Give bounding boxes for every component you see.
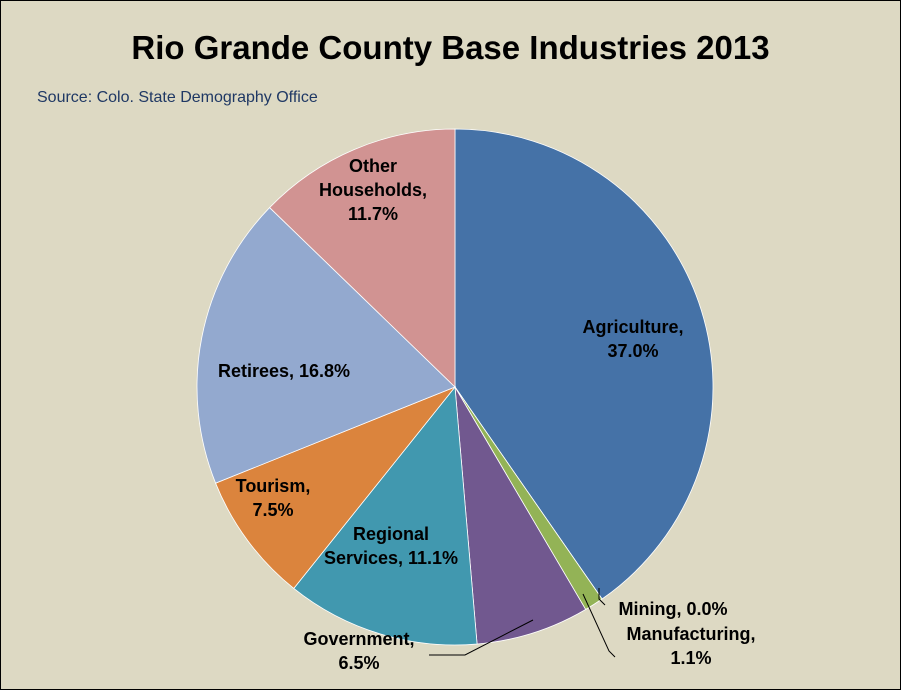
pie-slice-other-households [269, 128, 456, 388]
data-label-line: 7.5% [252, 500, 293, 520]
leader-line-mining [598, 588, 606, 606]
pie-slice-regional-services [293, 385, 478, 646]
chart-subtitle: Source: Colo. State Demography Office [37, 89, 318, 106]
pie-slice-retirees [196, 206, 456, 484]
data-label-line: 6.5% [338, 653, 379, 673]
pie-slice-government [454, 386, 587, 645]
data-label-line: Mining, 0.0% [618, 599, 727, 619]
data-label-manufacturing: Manufacturing, 1.1% [627, 624, 756, 668]
leader-line-manufacturing [582, 593, 616, 658]
data-label-line: 11.7% [348, 204, 398, 224]
data-label-line: Retirees, 16.8% [218, 361, 350, 381]
pie-slice-tourism [215, 386, 457, 589]
data-label-other-households: Other Households, 11.7% [319, 156, 427, 224]
chart-title: Rio Grande County Base Industries 2013 [131, 29, 770, 66]
data-label-line: 37.0% [607, 341, 658, 361]
data-label-retirees: Retirees, 16.8% [218, 361, 350, 381]
data-label-line: Government, [303, 629, 414, 649]
data-label-regional-services: Regional Services, 11.1% [324, 524, 458, 568]
data-label-line: Regional [353, 524, 429, 544]
data-label-agriculture: Agriculture, 37.0% [582, 317, 683, 361]
data-label-line: Tourism, [236, 476, 311, 496]
data-label-government: Government, 6.5% [303, 629, 414, 673]
data-label-line: Agriculture, [582, 317, 683, 337]
data-label-tourism: Tourism, 7.5% [236, 476, 311, 520]
data-label-line: 1.1% [670, 648, 711, 668]
data-label-line: Other [349, 156, 397, 176]
data-label-mining: Mining, 0.0% [618, 599, 727, 619]
pie-slice-agriculture [454, 128, 714, 600]
data-label-line: Services, 11.1% [324, 548, 458, 568]
data-label-line: Manufacturing, [627, 624, 756, 644]
leader-line-government [429, 619, 534, 656]
data-label-line: Households, [319, 180, 427, 200]
